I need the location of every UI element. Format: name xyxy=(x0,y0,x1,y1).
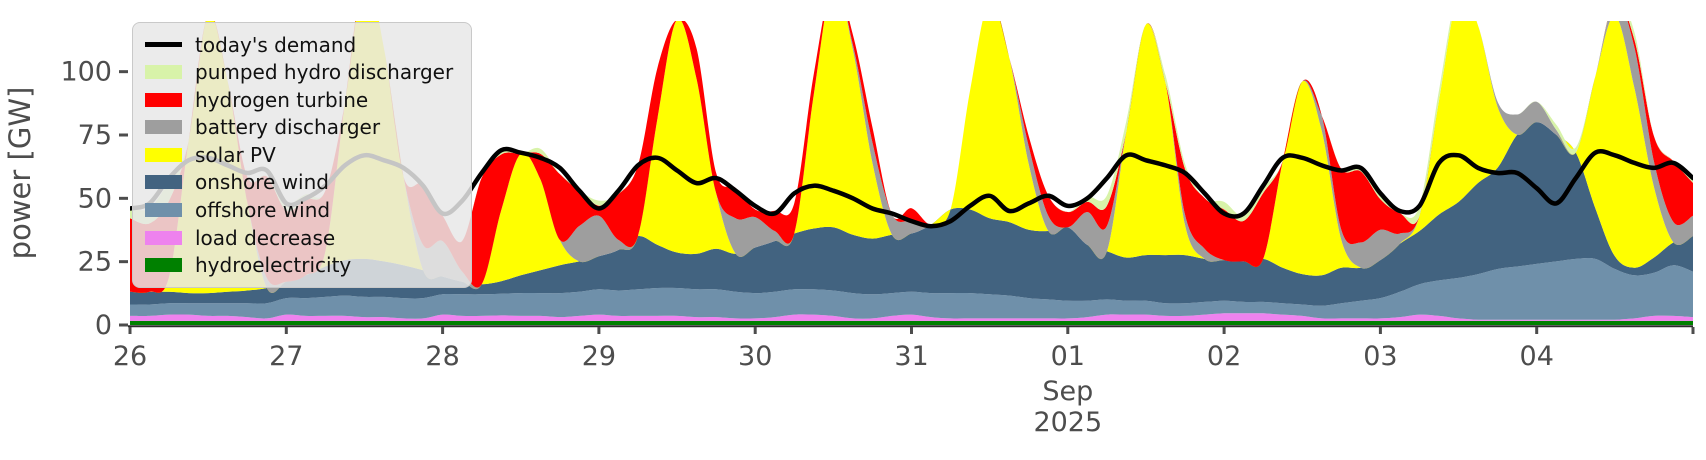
x-tick-label: 01 xyxy=(1051,341,1085,372)
x-tick-label: 29 xyxy=(582,341,616,372)
legend-item-hydrogen-turbine: hydrogen turbine xyxy=(145,88,453,111)
legend-label: onshore wind xyxy=(195,170,329,195)
area-solar-PV xyxy=(130,21,1693,294)
y-tick-label: 75 xyxy=(78,120,112,151)
legend-patch-swatch xyxy=(145,147,182,162)
legend-item-onshore-wind: onshore wind xyxy=(145,171,453,194)
legend-item-solar-pv: solar PV xyxy=(145,143,453,166)
legend-label: hydrogen turbine xyxy=(195,87,369,112)
x-tick-label: 04 xyxy=(1520,341,1554,372)
legend-line-swatch xyxy=(145,42,182,47)
legend-label: battery discharger xyxy=(195,115,381,140)
legend-patch-swatch xyxy=(145,175,182,190)
x-tick-label: 28 xyxy=(425,341,459,372)
legend-item-offshore-wind: offshore wind xyxy=(145,199,453,222)
y-tick-label: 0 xyxy=(95,310,112,341)
x-axis-year-label: 2025 xyxy=(1033,407,1102,438)
area-offshore-wind xyxy=(130,258,1693,320)
legend-label: offshore wind xyxy=(195,198,331,223)
legend-patch-swatch xyxy=(145,203,182,218)
area-hydroelectricity xyxy=(130,320,1693,325)
chart-legend: today's demand pumped hydro discharger hyd… xyxy=(132,22,473,288)
y-tick-label: 50 xyxy=(78,183,112,214)
x-tick-label: 02 xyxy=(1207,341,1241,372)
legend-label: pumped hydro discharger xyxy=(195,60,454,85)
x-tick-label: 27 xyxy=(269,341,303,372)
legend-patch-swatch xyxy=(145,92,182,107)
legend-item-today-s-demand: today's demand xyxy=(145,33,453,56)
legend-label: hydroelectricity xyxy=(195,253,352,278)
legend-item-load-decrease: load decrease xyxy=(145,226,453,249)
legend-patch-swatch xyxy=(145,65,182,80)
area-load-decrease xyxy=(130,313,1693,321)
x-axis-month-label: Sep xyxy=(1042,376,1093,407)
x-tick-label: 03 xyxy=(1363,341,1397,372)
y-axis-label: power [GW] xyxy=(3,87,37,260)
y-tick-label: 100 xyxy=(60,57,112,88)
legend-patch-swatch xyxy=(145,258,182,273)
legend-label: solar PV xyxy=(195,142,276,167)
x-tick-label: 30 xyxy=(738,341,772,372)
legend-patch-swatch xyxy=(145,230,182,245)
legend-label: load decrease xyxy=(195,225,336,250)
legend-item-pumped-hydro-discharger: pumped hydro discharger xyxy=(145,61,453,84)
x-tick-label: 26 xyxy=(113,341,147,372)
legend-item-hydroelectricity: hydroelectricity xyxy=(145,254,453,277)
legend-item-battery-discharger: battery discharger xyxy=(145,116,453,139)
legend-patch-swatch xyxy=(145,120,182,135)
x-tick-label: 31 xyxy=(894,341,928,372)
legend-label: today's demand xyxy=(195,32,357,57)
y-tick-label: 25 xyxy=(78,247,112,278)
